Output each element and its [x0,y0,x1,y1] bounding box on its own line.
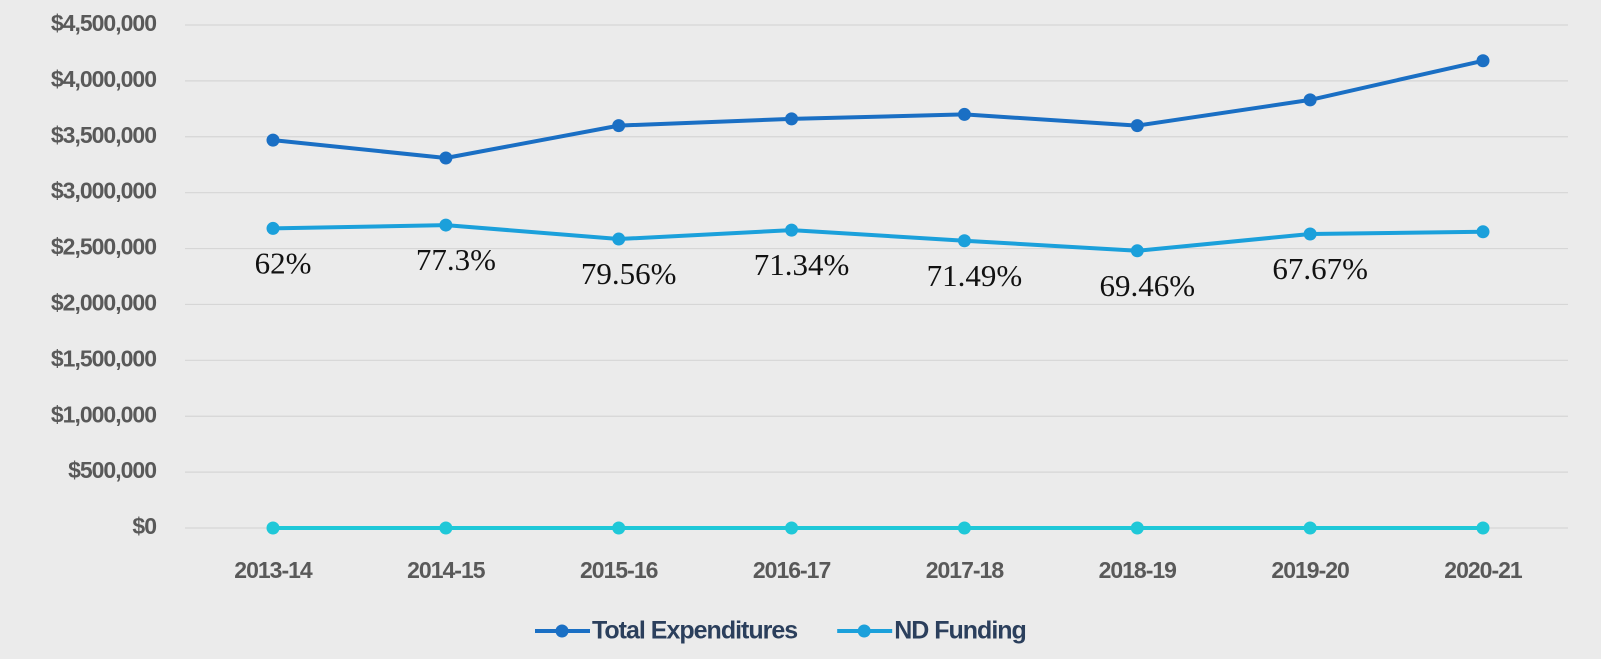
annotation: 69.46% [1099,268,1195,303]
point [612,521,626,535]
point [1130,119,1144,133]
annotation: 71.34% [754,247,850,282]
point [1303,227,1317,241]
legend-marker [555,624,569,638]
x-tick-label: 2013-14 [234,557,313,583]
point [1130,244,1144,258]
y-tick-label: $2,500,000 [51,234,156,260]
point [957,107,971,121]
point [785,521,799,535]
annotation: 67.67% [1272,251,1368,286]
y-tick-label: $4,500,000 [51,10,156,36]
annotation: 71.49% [927,258,1023,293]
x-tick-label: 2014-15 [407,557,486,583]
point [957,234,971,248]
annotation: 79.56% [581,256,677,291]
legend-label: ND Funding [894,617,1026,645]
y-tick-label: $3,500,000 [51,122,156,148]
point [439,218,453,232]
annotation: 62% [255,246,312,281]
annotation: 77.3% [416,242,496,277]
point [439,151,453,165]
point [612,232,626,246]
y-tick-label: $1,500,000 [51,345,156,371]
y-tick-label: $4,000,000 [51,66,156,92]
legend-label: Total Expenditures [592,617,797,645]
point [266,521,280,535]
y-tick-label: $1,000,000 [51,401,156,427]
x-tick-label: 2018-19 [1099,557,1177,583]
point [1476,54,1490,68]
x-tick-label: 2020-21 [1444,557,1523,583]
legend-marker [857,624,871,638]
point [785,223,799,237]
point [1303,93,1317,107]
point [266,221,280,235]
point [266,133,280,147]
point [612,119,626,133]
point [1476,521,1490,535]
point [439,521,453,535]
point [1130,521,1144,535]
y-tick-label: $0 [132,513,156,539]
x-tick-label: 2016-17 [753,557,831,583]
x-tick-label: 2019-20 [1271,557,1349,583]
point [957,521,971,535]
point [785,112,799,126]
y-tick-label: $2,000,000 [51,290,156,316]
x-tick-label: 2017-18 [926,557,1005,583]
series-line [272,223,1484,253]
x-tick-label: 2015-16 [580,557,658,583]
y-tick-label: $3,000,000 [51,178,156,204]
point [1303,521,1317,535]
series-line [272,58,1484,161]
y-tick-label: $500,000 [68,457,156,483]
point [1476,225,1490,239]
